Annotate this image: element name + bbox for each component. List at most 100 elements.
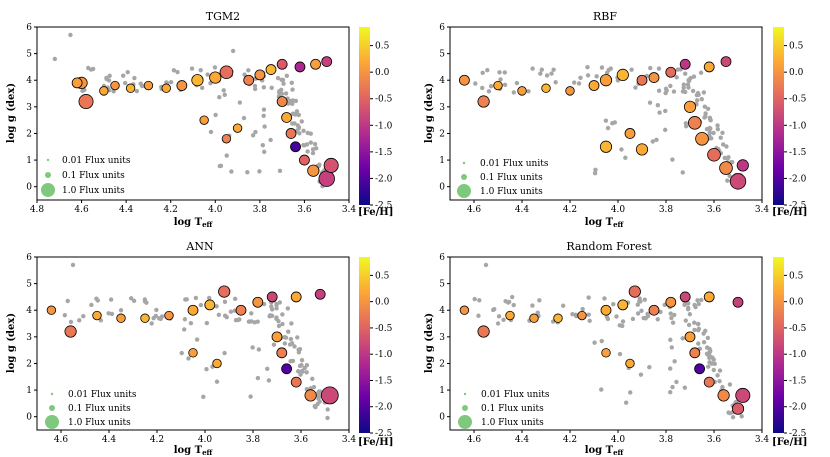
- data-point: [628, 285, 641, 298]
- y-tick-label: 2: [439, 359, 445, 369]
- y-tick-label: 0: [439, 183, 445, 193]
- data-point: [541, 83, 551, 93]
- background-point: [690, 88, 696, 94]
- background-point: [576, 81, 582, 86]
- data-point: [294, 61, 306, 73]
- background-point: [604, 70, 610, 76]
- colorbar-tick-label: -0.5: [789, 324, 807, 334]
- background-point: [658, 309, 663, 315]
- background-point: [175, 69, 180, 75]
- colorbar-tick-label: -2.0: [789, 403, 807, 413]
- background-point: [236, 317, 241, 323]
- x-axis-label: log Teff: [174, 217, 214, 229]
- background-point: [204, 320, 210, 326]
- background-point: [268, 313, 273, 318]
- background-point: [699, 96, 704, 102]
- background-point: [599, 338, 604, 344]
- x-tick-label: 3.4: [755, 435, 770, 445]
- legend-marker-medium: [461, 174, 467, 180]
- background-point: [722, 155, 727, 161]
- background-point: [599, 65, 605, 70]
- background-point: [717, 368, 723, 373]
- y-tick-label: 6: [439, 23, 445, 33]
- background-point: [585, 64, 590, 70]
- background-point: [77, 318, 82, 323]
- colorbar-label: [Fe/H]: [358, 207, 393, 218]
- data-point: [116, 313, 126, 323]
- background-point: [549, 71, 554, 76]
- data-point: [265, 64, 277, 75]
- background-point: [715, 373, 720, 378]
- data-point: [736, 159, 749, 172]
- background-point: [496, 314, 502, 319]
- background-point: [266, 378, 272, 383]
- data-point: [92, 310, 102, 321]
- background-point: [118, 308, 124, 313]
- background-point: [657, 110, 662, 115]
- data-point: [219, 65, 234, 80]
- data-point: [684, 331, 696, 343]
- background-point: [477, 298, 482, 303]
- data-point: [46, 305, 57, 315]
- data-point: [243, 74, 255, 86]
- colorbar-tick-label: 0.5: [789, 271, 804, 281]
- data-point: [276, 58, 288, 70]
- background-point: [710, 355, 715, 360]
- legend-marker-large: [458, 415, 472, 429]
- background-point: [121, 73, 126, 78]
- background-point: [201, 394, 206, 400]
- colorbar-label: [Fe/H]: [358, 437, 393, 448]
- background-point: [294, 109, 300, 114]
- background-point: [289, 341, 295, 346]
- background-point: [669, 315, 674, 321]
- panel-tgm2: TGM2 4.8 4.6 4.4 4.2 4.0 3.8 3.6 3.4 0 1 2 3 4 5 6 lo…: [6, 10, 393, 229]
- background-point: [720, 142, 726, 147]
- background-point: [283, 335, 289, 340]
- background-point: [594, 74, 599, 79]
- y-axis-label: log g (dex): [6, 313, 17, 373]
- data-point: [703, 291, 715, 303]
- data-point: [164, 310, 174, 321]
- background-point: [639, 308, 644, 314]
- background-point: [260, 142, 266, 148]
- background-point: [131, 298, 137, 304]
- legend-marker-small: [462, 161, 466, 165]
- background-point: [480, 70, 485, 76]
- y-tick-label: 5: [439, 280, 445, 290]
- background-point: [694, 98, 700, 103]
- background-point: [655, 103, 661, 108]
- background-point: [316, 389, 322, 394]
- legend: 0.01 Flux units 0.1 Flux units 1.0 Flux …: [41, 156, 131, 197]
- background-point: [275, 75, 281, 81]
- background-point: [717, 378, 722, 384]
- colorbar-tick-label: 0.0: [789, 68, 804, 78]
- background-point: [630, 316, 636, 322]
- data-point: [565, 86, 575, 96]
- background-point: [592, 340, 597, 345]
- x-tick-label: 4.0: [611, 435, 626, 445]
- y-tick-label: 1: [439, 156, 445, 166]
- background-point: [295, 123, 301, 128]
- data-point: [199, 115, 209, 125]
- background-point: [194, 337, 200, 342]
- x-tick-label: 4.0: [208, 205, 223, 215]
- background-point: [189, 66, 195, 71]
- y-tick-label: 2: [26, 129, 32, 139]
- background-point: [511, 302, 516, 308]
- background-point: [635, 302, 640, 307]
- background-point: [222, 350, 227, 356]
- background-point: [502, 70, 507, 75]
- data-point: [110, 80, 120, 91]
- legend-label-medium: 0.1 Flux units: [480, 173, 543, 183]
- background-point: [539, 67, 545, 72]
- data-point: [616, 68, 629, 82]
- background-point: [186, 356, 191, 361]
- background-point: [586, 295, 591, 300]
- colorbar-tick-label: 0.5: [789, 42, 804, 52]
- y-tick-label: 1: [26, 156, 32, 166]
- background-point: [310, 376, 315, 382]
- background-point: [672, 312, 677, 318]
- background-point: [693, 304, 698, 310]
- data-point: [665, 296, 677, 308]
- y-tick-label: 2: [439, 129, 445, 139]
